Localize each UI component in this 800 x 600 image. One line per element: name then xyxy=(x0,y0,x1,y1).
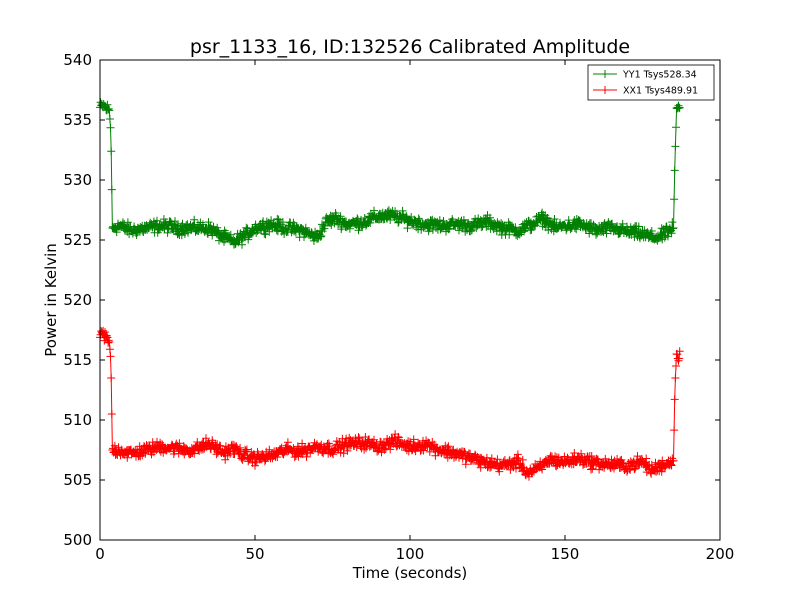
legend-label-xx1: XX1 Tsys489.91 xyxy=(623,86,698,97)
legend-label-yy1: YY1 Tsys528.34 xyxy=(622,70,697,81)
y-tick-label: 535 xyxy=(63,111,92,129)
y-tick-label: 530 xyxy=(63,171,92,189)
legend-marker-xx1 xyxy=(601,86,609,94)
y-tick-label: 510 xyxy=(63,411,92,429)
y-tick-label: 500 xyxy=(63,531,92,549)
x-tick-label: 200 xyxy=(706,545,735,563)
x-axis-label: Time (seconds) xyxy=(352,564,468,582)
y-tick-label: 505 xyxy=(63,471,92,489)
legend: YY1 Tsys528.34 XX1 Tsys489.91 xyxy=(587,64,715,101)
x-tick-label: 0 xyxy=(95,545,105,563)
y-axis-label: Power in Kelvin xyxy=(42,243,60,357)
y-tick-label: 540 xyxy=(63,51,92,69)
series-xx1 xyxy=(96,326,684,481)
chart-title: psr_1133_16, ID:132526 Calibrated Amplit… xyxy=(190,36,630,58)
legend-box xyxy=(587,64,715,101)
x-tick-label: 50 xyxy=(245,545,264,563)
y-tick-label: 525 xyxy=(63,231,92,249)
x-tick-label: 100 xyxy=(396,545,425,563)
y-tick-label: 515 xyxy=(63,351,92,369)
x-tick-label: 150 xyxy=(551,545,580,563)
y-axis: 500 505 510 515 520 525 530 535 540 xyxy=(63,51,720,549)
plot-area xyxy=(96,98,684,481)
x-axis: 0 50 100 150 200 xyxy=(95,60,734,563)
y-tick-label: 520 xyxy=(63,291,92,309)
legend-marker-yy1 xyxy=(601,70,609,78)
